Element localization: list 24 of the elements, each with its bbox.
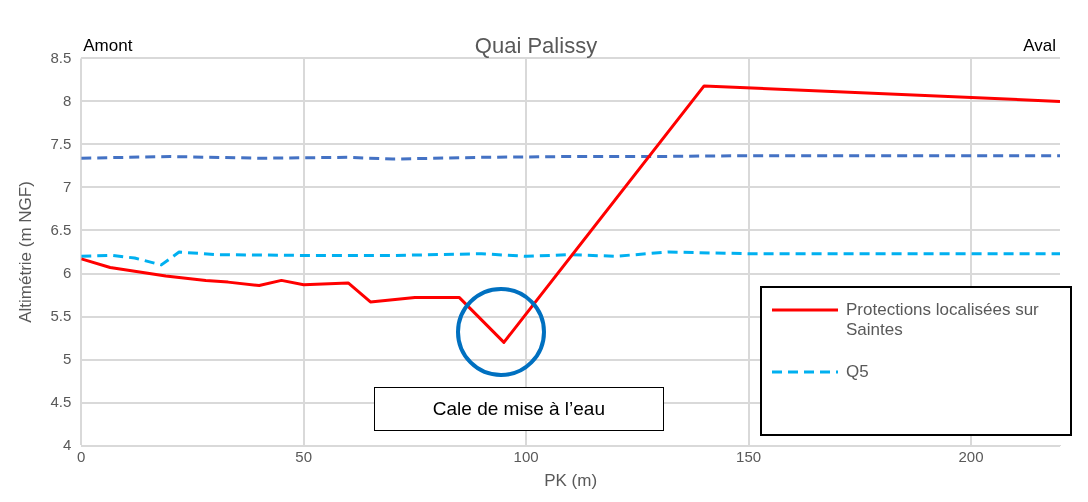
y-tick-label: 4.5 <box>50 392 72 410</box>
x-tick-label: 150 <box>736 447 762 465</box>
y-tick-label: 7.5 <box>50 134 72 152</box>
y-tick-label: 5 <box>62 349 72 367</box>
note-box: Cale de mise à l’eau <box>373 387 664 432</box>
x-axis-title: PK (m) <box>544 471 598 491</box>
text: Amont <box>83 35 133 55</box>
line-series <box>81 250 1060 267</box>
y-tick-label: 8.5 <box>50 48 72 66</box>
legend-label: Q5 <box>846 361 869 382</box>
legend-label: Protections localisées sur Saintes <box>846 299 1040 340</box>
y-tick-label: 7 <box>62 177 72 195</box>
x-tick-label: 0 <box>77 447 86 465</box>
y-axis-title: Altimétrie (m NGF) <box>15 181 35 323</box>
chart-title: Quai Palissy <box>474 33 598 59</box>
x-tick-label: 100 <box>513 447 539 465</box>
y-tick-label: 6.5 <box>50 220 72 238</box>
text: Aval <box>1023 35 1056 55</box>
y-tick-label: 4 <box>62 435 72 453</box>
y-tick-label: 6 <box>62 263 72 281</box>
x-tick-label: 200 <box>958 447 984 465</box>
y-tick-label: 8 <box>62 91 72 109</box>
x-tick-label: 50 <box>295 447 313 465</box>
y-tick-label: 5.5 <box>50 306 72 324</box>
